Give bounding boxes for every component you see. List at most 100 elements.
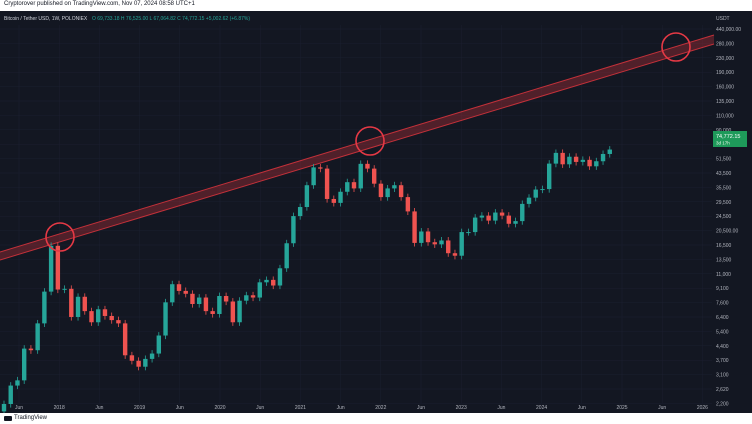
candle <box>594 157 599 170</box>
candle <box>196 294 202 308</box>
candle <box>69 285 74 321</box>
candle <box>264 276 269 286</box>
candle <box>62 285 67 294</box>
currency-label: USDT <box>716 16 730 22</box>
price-tick-label: 35,500 <box>716 185 732 191</box>
price-tick-label: 51,500 <box>716 157 732 163</box>
candle <box>580 156 586 166</box>
publish-info: Cryptorover published on TradingView.com… <box>4 1 195 7</box>
time-tick-label: 2020 <box>214 405 225 411</box>
price-tick-label: 135,000 <box>716 99 734 105</box>
time-tick-label: 2026 <box>697 405 708 411</box>
time-tick-label: 2018 <box>54 405 65 411</box>
time-tick-label: Jun <box>497 405 505 411</box>
candle <box>600 150 606 165</box>
candle <box>331 195 337 207</box>
candle <box>338 188 343 207</box>
price-tick-label: 16,500 <box>716 243 732 249</box>
candle <box>419 228 424 247</box>
candle <box>183 287 188 298</box>
candle <box>116 316 121 327</box>
candle <box>291 212 296 247</box>
candle <box>560 149 565 168</box>
candle <box>129 351 135 365</box>
candle <box>143 355 148 371</box>
price-tick-label: 6,400 <box>716 315 729 321</box>
candle <box>479 212 485 222</box>
candle <box>21 345 27 384</box>
touch-circles <box>45 32 691 252</box>
time-tick-label: 2024 <box>536 405 547 411</box>
price-tick-label: 13,500 <box>716 257 732 263</box>
candle <box>122 319 128 359</box>
candle <box>466 228 471 236</box>
candle <box>446 237 451 257</box>
candle <box>230 298 236 326</box>
candle <box>271 276 276 290</box>
candle <box>513 217 518 228</box>
candle <box>250 291 256 302</box>
candle <box>190 290 195 308</box>
price-tick-label: 280,000 <box>716 41 734 47</box>
price-axis[interactable]: USDT 440,000.00 280,000 230,000 190,000 160,… <box>716 16 741 407</box>
candle <box>425 228 431 246</box>
candle <box>351 178 357 193</box>
candle <box>311 163 316 189</box>
time-tick-label: Jun <box>417 405 425 411</box>
candle <box>486 212 491 225</box>
candle <box>365 160 370 173</box>
touch-circle-2021 <box>355 126 385 156</box>
time-tick-label: 2022 <box>375 405 386 411</box>
candle <box>223 292 229 306</box>
candle <box>358 160 363 193</box>
candle <box>304 181 310 211</box>
price-tick-label: 440,000.00 <box>716 27 741 33</box>
last-price-countdown: 3d 17h <box>716 141 730 146</box>
candle <box>526 194 532 208</box>
candle <box>546 160 552 193</box>
candle <box>163 298 168 340</box>
candle <box>28 345 34 354</box>
candle <box>297 203 303 220</box>
price-tick-label: 4,400 <box>716 344 729 350</box>
price-tick-label: 190,000 <box>716 70 734 76</box>
price-tick-label: 90,000 <box>716 128 732 134</box>
candle <box>553 149 559 168</box>
candle <box>573 153 579 166</box>
time-tick-label: Jun <box>176 405 184 411</box>
candle <box>8 382 13 408</box>
chart-area[interactable]: Bitcoin / Tether USD, 1W, POLONIEX O 69,… <box>0 11 752 416</box>
time-axis[interactable]: Jun 2018 Jun 2019 Jun 2020 Jun 2021 Jun 2022 Jun 20… <box>15 405 708 411</box>
candle <box>587 156 592 170</box>
candle <box>405 193 411 216</box>
candle <box>472 214 478 236</box>
candle <box>136 357 141 371</box>
price-tick-label: 2,200 <box>716 401 729 407</box>
tradingview-logo-text: TradingView <box>14 415 48 421</box>
candle <box>89 307 94 326</box>
candle <box>412 207 417 247</box>
price-chart[interactable]: Bitcoin / Tether USD, 1W, POLONIEX O 69,… <box>0 11 752 416</box>
publish-header: Cryptorover published on TradingView.com… <box>0 0 752 11</box>
candle <box>371 165 377 188</box>
time-tick-label: Jun <box>337 405 345 411</box>
candle <box>48 242 54 296</box>
price-tick-label: 110,000 <box>716 113 734 119</box>
candle <box>432 238 437 248</box>
time-tick-label: Jun <box>658 405 666 411</box>
candle <box>385 184 390 201</box>
tradingview-logo: TradingView <box>4 415 47 421</box>
time-tick-label: Jun <box>15 405 23 411</box>
candle <box>237 297 242 326</box>
candle <box>42 288 47 327</box>
price-tick-label: 3,700 <box>716 358 729 364</box>
time-tick-label: 2025 <box>616 405 627 411</box>
candle <box>318 163 323 173</box>
chart-legend: Bitcoin / Tether USD, 1W, POLONIEX O 69,… <box>4 16 250 22</box>
last-price-box <box>713 131 747 147</box>
price-tick-label: 7,600 <box>716 301 729 307</box>
candles <box>1 146 612 416</box>
time-tick-label: 2021 <box>295 405 306 411</box>
candle <box>102 305 108 320</box>
